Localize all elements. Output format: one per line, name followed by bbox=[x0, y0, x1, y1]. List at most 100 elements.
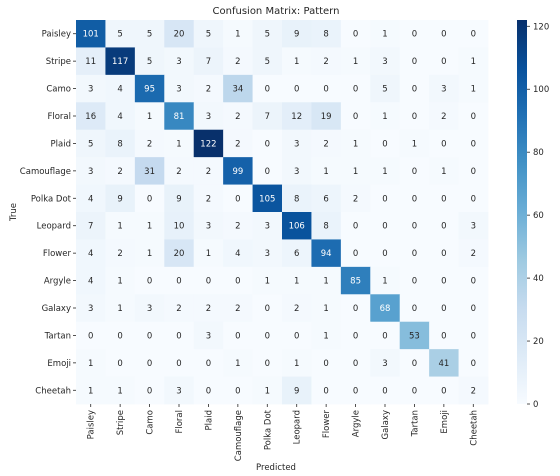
cell-value-label: 5 bbox=[147, 30, 152, 40]
heatmap-cell bbox=[429, 157, 459, 185]
cell-value-label: 7 bbox=[206, 57, 211, 67]
x-tick-label: Plaid bbox=[204, 410, 214, 430]
cell-value-label: 9 bbox=[117, 194, 122, 204]
heatmap-cell bbox=[458, 266, 489, 295]
x-tick-label: Tartan bbox=[410, 410, 420, 437]
y-tick-label: Camouflage bbox=[20, 167, 71, 177]
cell-value-label: 1 bbox=[117, 277, 122, 287]
heatmap-cell bbox=[340, 321, 371, 350]
heatmap-cell bbox=[252, 294, 283, 323]
cell-value-label: 1 bbox=[382, 167, 387, 177]
heatmap-cell bbox=[429, 349, 459, 377]
heatmap-cell bbox=[193, 266, 224, 295]
y-tick-labels: Paisley Stripe Camo Floral Plaid Camouflage Po… bbox=[20, 30, 76, 396]
heatmap-cell bbox=[458, 47, 489, 76]
heatmap-cell bbox=[134, 47, 165, 76]
heatmap-cell bbox=[76, 321, 106, 350]
cell-value-label: 3 bbox=[441, 85, 446, 95]
cell-value-label: 0 bbox=[235, 386, 240, 396]
heatmap-cell bbox=[429, 47, 459, 76]
heatmap-cell bbox=[134, 157, 165, 185]
y-tick-label: Stripe bbox=[46, 57, 71, 67]
heatmap-cell bbox=[252, 266, 283, 295]
cell-value-label: 1 bbox=[147, 222, 152, 232]
heatmap-cell bbox=[134, 321, 165, 350]
heatmap-cell bbox=[105, 20, 136, 48]
cell-value-label: 0 bbox=[471, 167, 476, 177]
cell-value-label: 0 bbox=[147, 331, 152, 341]
cell-value-label: 9 bbox=[294, 386, 299, 396]
cell-value-label: 3 bbox=[206, 112, 211, 122]
cell-value-label: 1 bbox=[412, 139, 417, 149]
heatmap-cell bbox=[311, 129, 342, 158]
heatmap-cell bbox=[370, 266, 401, 295]
heatmap-cell bbox=[105, 184, 136, 213]
heatmap-cell bbox=[340, 239, 371, 268]
cell-value-label: 1 bbox=[235, 359, 240, 369]
heatmap-cell bbox=[458, 239, 489, 268]
heatmap-cell bbox=[311, 184, 342, 213]
cell-value-label: 0 bbox=[412, 304, 417, 314]
heatmap-cell bbox=[282, 266, 312, 295]
cell-value-label: 1 bbox=[353, 167, 358, 177]
cell-value-label: 7 bbox=[88, 222, 93, 232]
heatmap-cell bbox=[282, 239, 312, 268]
cell-value-label: 117 bbox=[112, 57, 128, 67]
cell-value-label: 0 bbox=[147, 277, 152, 287]
cell-value-label: 3 bbox=[88, 167, 93, 177]
heatmap-cell bbox=[105, 47, 136, 76]
cell-value-label: 3 bbox=[147, 304, 152, 314]
heatmap-cell bbox=[282, 157, 312, 185]
heatmap-cell bbox=[134, 184, 165, 213]
heatmap-cell bbox=[134, 102, 165, 131]
cell-value-label: 2 bbox=[176, 304, 181, 314]
cell-value-label: 1 bbox=[382, 277, 387, 287]
heatmap-cell bbox=[105, 321, 136, 350]
cell-value-label: 0 bbox=[471, 112, 476, 122]
heatmap-cell bbox=[370, 74, 401, 103]
cell-value-label: 8 bbox=[294, 194, 299, 204]
heatmap-cell bbox=[429, 266, 459, 295]
heatmap-cell bbox=[429, 74, 459, 103]
heatmap-cell bbox=[458, 212, 489, 240]
cell-value-label: 0 bbox=[176, 277, 181, 287]
heatmap-cell bbox=[76, 266, 106, 295]
heatmap-cell bbox=[429, 321, 459, 350]
heatmap-cell bbox=[223, 184, 253, 213]
heatmap-cell bbox=[340, 20, 371, 48]
cell-value-label: 31 bbox=[144, 167, 155, 177]
heatmap-cell bbox=[105, 239, 136, 268]
cell-value-label: 1 bbox=[471, 85, 476, 95]
cell-value-label: 0 bbox=[294, 85, 299, 95]
y-tick-label: Paisley bbox=[42, 30, 71, 40]
cell-value-label: 0 bbox=[441, 57, 446, 67]
x-tick-label: Cheetah bbox=[469, 410, 479, 446]
heatmap-cell bbox=[252, 47, 283, 76]
cell-value-label: 3 bbox=[176, 85, 181, 95]
cell-value-label: 2 bbox=[206, 304, 211, 314]
cell-value-label: 68 bbox=[380, 304, 391, 314]
heatmap-cell bbox=[311, 47, 342, 76]
cell-value-label: 0 bbox=[206, 359, 211, 369]
cell-value-label: 12 bbox=[291, 112, 302, 122]
cell-value-label: 1 bbox=[206, 249, 211, 259]
cell-value-label: 2 bbox=[471, 249, 476, 259]
cell-value-label: 1 bbox=[441, 167, 446, 177]
heatmap-cell bbox=[311, 157, 342, 185]
cell-value-label: 95 bbox=[144, 85, 155, 95]
heatmap-cell bbox=[458, 157, 489, 185]
cell-value-label: 0 bbox=[235, 331, 240, 341]
heatmap-cell bbox=[340, 376, 371, 405]
heatmap-cell bbox=[282, 20, 312, 48]
heatmap-cell bbox=[370, 239, 401, 268]
x-tick-label: Argyle bbox=[352, 410, 362, 437]
cell-value-label: 0 bbox=[382, 331, 387, 341]
heatmap-cell bbox=[340, 47, 371, 76]
cell-value-label: 5 bbox=[265, 57, 270, 67]
cell-value-label: 2 bbox=[176, 167, 181, 177]
heatmap-cell bbox=[76, 102, 106, 131]
heatmap-cell bbox=[134, 266, 165, 295]
heatmap-cell bbox=[105, 266, 136, 295]
heatmap-cell bbox=[76, 349, 106, 377]
heatmap-cell bbox=[193, 294, 224, 323]
